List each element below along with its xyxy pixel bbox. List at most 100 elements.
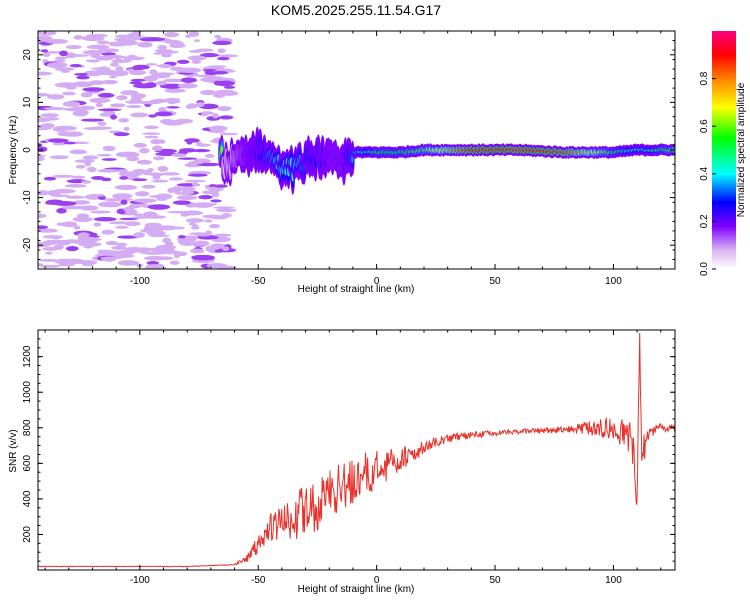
noise-blob — [95, 102, 103, 108]
noise-blob — [117, 260, 140, 266]
noise-blob — [124, 246, 144, 253]
noise-blob — [116, 95, 128, 101]
noise-blob — [91, 176, 105, 180]
spectrogram-x-tick-label: -100 — [130, 276, 150, 287]
noise-blob — [204, 154, 215, 158]
noise-blob — [40, 123, 55, 129]
noise-blob — [144, 42, 151, 47]
noise-blob — [125, 68, 135, 72]
noise-blob — [133, 213, 145, 217]
noise-blob — [42, 52, 51, 57]
noise-blob — [38, 213, 47, 219]
noise-blob — [69, 149, 88, 155]
noise-blob — [191, 202, 214, 208]
noise-blob — [161, 172, 180, 176]
noise-blob — [202, 190, 211, 194]
noise-blob — [210, 243, 226, 249]
noise-blob — [53, 125, 77, 131]
spectrogram-x-tick-label: -50 — [251, 276, 266, 287]
noise-blob — [178, 67, 202, 73]
spectrogram-y-tick-label: -10 — [22, 190, 33, 205]
noise-blob — [200, 89, 216, 96]
noise-blob — [52, 142, 66, 146]
noise-blob — [90, 126, 113, 130]
noise-blob — [223, 85, 236, 89]
noise-blob — [143, 251, 167, 255]
noise-blob — [144, 135, 159, 139]
noise-blob — [126, 105, 142, 109]
noise-blob — [185, 104, 193, 109]
noise-blob — [61, 91, 76, 96]
snr-frame — [37, 329, 676, 571]
noise-blob — [199, 53, 220, 58]
noise-blob — [76, 213, 90, 219]
noise-blob — [62, 101, 81, 107]
noise-blob — [38, 93, 51, 97]
noise-blob — [72, 200, 91, 205]
spectrogram-x-tick-label: 0 — [374, 276, 380, 287]
noise-blob — [196, 74, 217, 78]
noise-blob — [82, 87, 105, 92]
noise-blob — [94, 69, 117, 76]
noise-blob — [177, 239, 191, 245]
noise-blob — [192, 182, 199, 187]
noise-blob — [38, 71, 53, 76]
noise-blob — [72, 110, 88, 117]
noise-blob — [191, 257, 216, 261]
colorbar-tick-label: 0.4 — [699, 166, 710, 180]
noise-blob — [169, 43, 186, 49]
noise-blob — [217, 187, 224, 191]
snr-x-tick-label: -50 — [251, 575, 266, 586]
spectrogram-y-tick-label: -20 — [22, 238, 33, 253]
noise-blob — [152, 174, 161, 180]
noise-blob — [131, 216, 154, 219]
noise-blob — [38, 190, 49, 196]
noise-blob — [100, 256, 123, 260]
noise-blob — [76, 75, 90, 80]
noise-blob — [45, 199, 64, 205]
noise-blob — [70, 175, 86, 179]
noise-blob — [82, 50, 104, 55]
noise-blob — [193, 39, 200, 43]
noise-blob — [152, 145, 163, 152]
noise-blob — [208, 125, 228, 132]
noise-blob — [161, 53, 172, 58]
noise-blob — [200, 77, 221, 83]
noise-blob — [127, 101, 135, 104]
noise-blob — [114, 57, 122, 63]
noise-blob — [95, 55, 114, 61]
snr-y-tick-label: 400 — [22, 490, 33, 507]
noise-blob — [190, 248, 205, 254]
noise-blob — [149, 69, 158, 75]
noise-blob — [141, 184, 156, 189]
noise-blob — [38, 118, 51, 123]
noise-blob — [97, 121, 107, 126]
noise-blob — [129, 81, 143, 85]
snr-y-tick-label: 800 — [22, 419, 33, 436]
noise-blob — [142, 211, 158, 218]
noise-blob — [160, 249, 180, 255]
noise-blob — [101, 229, 115, 235]
spectrogram-y-tick-label: 0 — [22, 147, 33, 153]
noise-blob — [159, 83, 184, 89]
noise-blob — [117, 235, 139, 239]
noise-blob — [65, 85, 77, 90]
noise-blob — [208, 184, 218, 188]
noise-blob — [116, 169, 128, 173]
noise-blob — [217, 54, 239, 58]
noise-blob — [108, 221, 133, 225]
noise-blob — [139, 148, 150, 154]
noise-blob — [74, 159, 95, 163]
noise-blob — [73, 225, 81, 230]
noise-blob — [214, 90, 228, 97]
noise-blob — [38, 146, 48, 153]
snr-x-tick-label: 100 — [605, 575, 622, 586]
colorbar-tick-label: 0.8 — [699, 71, 710, 85]
noise-blob — [143, 266, 166, 269]
noise-blob — [113, 132, 130, 137]
noise-blob — [156, 197, 168, 201]
noise-blob — [192, 224, 199, 227]
noise-blob — [114, 34, 137, 39]
noise-blob — [152, 156, 165, 161]
